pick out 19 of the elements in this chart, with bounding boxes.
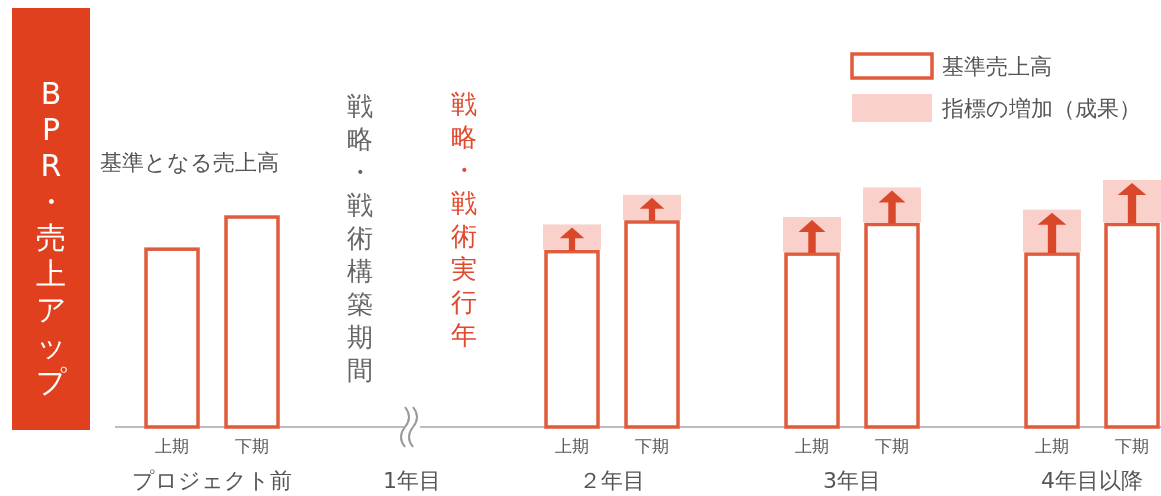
x-tick-label: 上期 — [795, 436, 829, 456]
text: 1年目 — [383, 468, 441, 493]
text: 3年目 — [823, 468, 881, 493]
text: ２年目 — [579, 468, 645, 493]
x-tick-label: 下期 — [1115, 436, 1149, 456]
text: BPR・売上アップ — [35, 76, 67, 399]
text: 戦略・戦術構築期間 — [347, 91, 373, 385]
x-tick-label: 下期 — [235, 436, 269, 456]
legend-label: 基準売上高 — [942, 54, 1052, 79]
text: 基準となる売上高 — [100, 150, 279, 175]
x-tick-label: 上期 — [1035, 436, 1069, 456]
text: 4年目以降 — [1041, 468, 1143, 493]
legend-label: 指標の増加（成果） — [941, 96, 1141, 121]
x-tick-label: 下期 — [875, 436, 909, 456]
x-tick-label: 上期 — [555, 436, 589, 456]
x-tick-label: 上期 — [155, 436, 189, 456]
text: プロジェクト前 — [132, 468, 292, 493]
x-tick-label: 下期 — [635, 436, 669, 456]
annotation: 戦略・戦術実行年 — [451, 89, 477, 350]
